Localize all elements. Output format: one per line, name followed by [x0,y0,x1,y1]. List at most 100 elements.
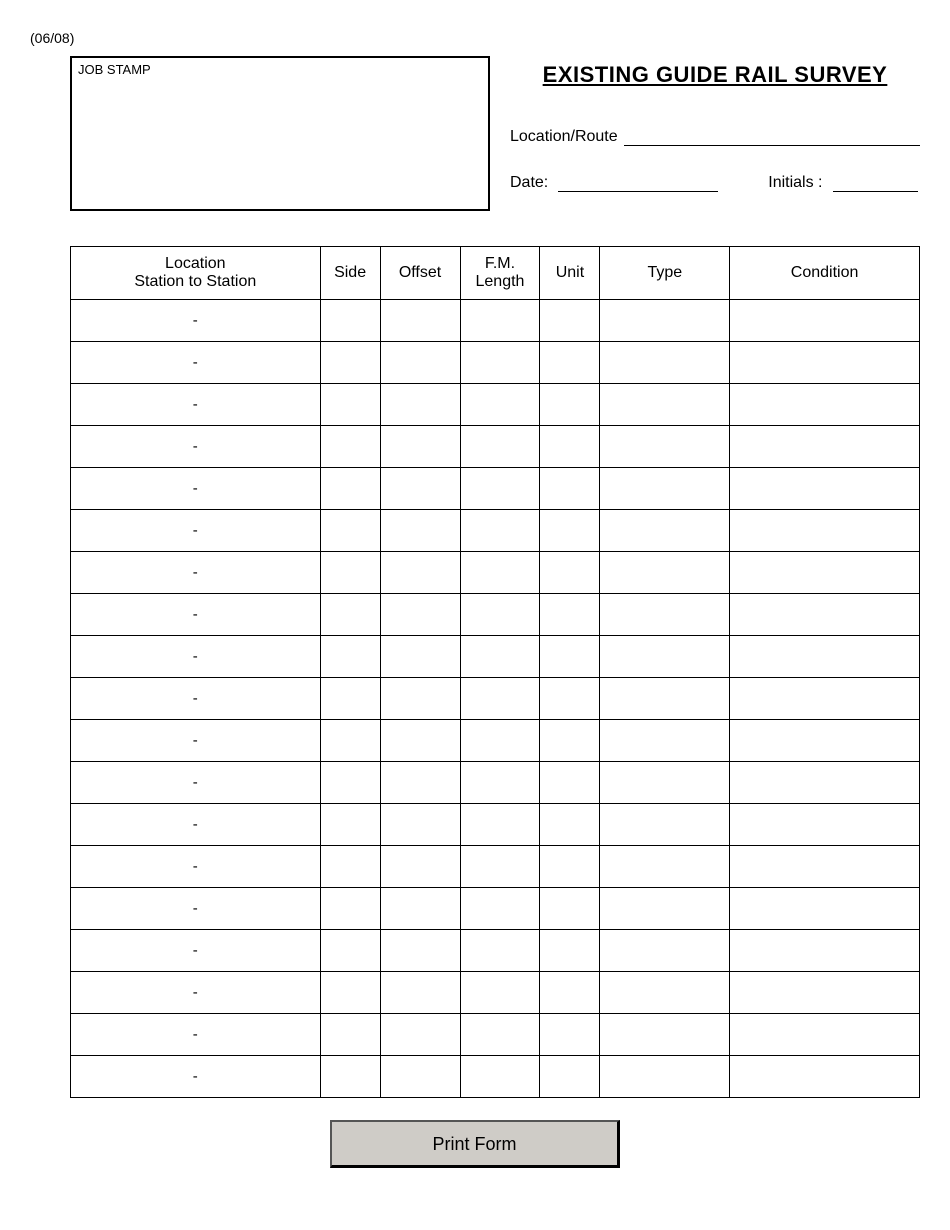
table-cell[interactable] [320,720,380,762]
table-cell[interactable] [540,636,600,678]
table-cell[interactable]: - [71,1056,321,1098]
location-route-input[interactable] [624,128,920,146]
table-cell[interactable]: - [71,510,321,552]
table-cell[interactable] [600,342,730,384]
table-cell[interactable] [600,762,730,804]
table-cell[interactable] [380,804,460,846]
table-cell[interactable] [600,1056,730,1098]
table-cell[interactable] [380,468,460,510]
table-cell[interactable]: - [71,762,321,804]
table-cell[interactable] [730,468,920,510]
table-cell[interactable]: - [71,972,321,1014]
print-form-button[interactable]: Print Form [330,1120,620,1168]
table-cell[interactable] [540,972,600,1014]
table-cell[interactable] [380,510,460,552]
table-cell[interactable] [320,846,380,888]
table-cell[interactable] [460,384,540,426]
table-cell[interactable]: - [71,888,321,930]
table-cell[interactable]: - [71,720,321,762]
table-cell[interactable] [730,762,920,804]
table-cell[interactable] [540,846,600,888]
table-cell[interactable] [460,426,540,468]
table-cell[interactable] [320,678,380,720]
table-cell[interactable] [730,552,920,594]
table-cell[interactable] [540,510,600,552]
table-cell[interactable] [460,972,540,1014]
table-cell[interactable]: - [71,426,321,468]
table-cell[interactable] [600,804,730,846]
table-cell[interactable] [540,930,600,972]
table-cell[interactable] [320,468,380,510]
table-cell[interactable]: - [71,678,321,720]
table-cell[interactable] [320,384,380,426]
table-cell[interactable] [600,846,730,888]
table-cell[interactable] [320,426,380,468]
table-cell[interactable] [460,804,540,846]
table-cell[interactable] [380,720,460,762]
table-cell[interactable] [380,636,460,678]
table-cell[interactable] [380,762,460,804]
table-cell[interactable] [320,594,380,636]
table-cell[interactable] [460,762,540,804]
table-cell[interactable] [540,678,600,720]
table-cell[interactable] [730,426,920,468]
table-cell[interactable]: - [71,930,321,972]
table-cell[interactable] [380,342,460,384]
table-cell[interactable] [730,930,920,972]
table-cell[interactable] [460,594,540,636]
table-cell[interactable] [460,552,540,594]
table-cell[interactable]: - [71,384,321,426]
table-cell[interactable] [320,552,380,594]
table-cell[interactable] [460,1056,540,1098]
table-cell[interactable] [540,762,600,804]
table-cell[interactable] [730,636,920,678]
table-cell[interactable] [320,972,380,1014]
table-cell[interactable] [460,636,540,678]
table-cell[interactable] [600,720,730,762]
table-cell[interactable] [320,636,380,678]
table-cell[interactable] [320,510,380,552]
table-cell[interactable] [600,636,730,678]
table-cell[interactable] [730,342,920,384]
table-cell[interactable] [460,510,540,552]
table-cell[interactable] [320,762,380,804]
table-cell[interactable] [380,300,460,342]
table-cell[interactable]: - [71,342,321,384]
table-cell[interactable] [460,930,540,972]
table-cell[interactable] [730,972,920,1014]
table-cell[interactable] [730,804,920,846]
table-cell[interactable] [460,1014,540,1056]
table-cell[interactable] [600,594,730,636]
table-cell[interactable] [380,678,460,720]
table-cell[interactable] [460,342,540,384]
table-cell[interactable] [600,510,730,552]
table-cell[interactable] [540,552,600,594]
table-cell[interactable] [730,888,920,930]
table-cell[interactable]: - [71,594,321,636]
table-cell[interactable] [540,468,600,510]
table-cell[interactable] [600,930,730,972]
table-cell[interactable] [600,678,730,720]
table-cell[interactable] [730,1056,920,1098]
table-cell[interactable] [540,720,600,762]
table-cell[interactable] [540,804,600,846]
table-cell[interactable]: - [71,468,321,510]
table-cell[interactable]: - [71,300,321,342]
table-cell[interactable]: - [71,636,321,678]
table-cell[interactable] [540,384,600,426]
table-cell[interactable]: - [71,1014,321,1056]
table-cell[interactable] [380,888,460,930]
table-cell[interactable] [730,510,920,552]
table-cell[interactable] [540,1056,600,1098]
table-cell[interactable] [380,426,460,468]
table-cell[interactable] [540,888,600,930]
table-cell[interactable] [460,720,540,762]
table-cell[interactable] [460,846,540,888]
table-cell[interactable]: - [71,846,321,888]
table-cell[interactable] [380,846,460,888]
table-cell[interactable] [460,678,540,720]
table-cell[interactable] [600,888,730,930]
table-cell[interactable] [730,846,920,888]
table-cell[interactable] [540,1014,600,1056]
table-cell[interactable] [730,594,920,636]
